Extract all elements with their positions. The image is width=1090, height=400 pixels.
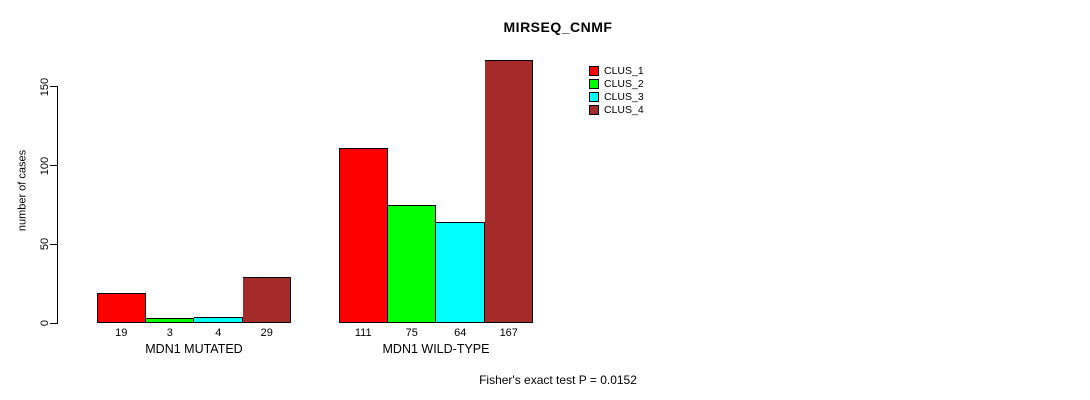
- group-label: MDN1 WILD-TYPE: [382, 342, 490, 356]
- y-tick-label: 150: [39, 77, 51, 97]
- legend: CLUS_1 CLUS_2 CLUS_3 CLUS_4: [589, 66, 644, 118]
- bar-value-label: 4: [215, 327, 222, 339]
- y-tick-label: 50: [39, 238, 51, 251]
- bar-clus_4: [242, 277, 291, 323]
- bar-value-label: 75: [405, 327, 418, 339]
- y-axis-title: number of cases: [16, 149, 29, 232]
- legend-row-clus_2: CLUS_2: [589, 79, 644, 89]
- bar-clus_2: [145, 318, 194, 323]
- y-axis-line: [57, 86, 58, 324]
- legend-row-clus_4: CLUS_4: [589, 105, 644, 115]
- y-tick-mark: [50, 322, 57, 324]
- bar-clus_2: [387, 204, 436, 323]
- bar-value-label: 111: [354, 327, 372, 339]
- fisher-test-annotation: Fisher's exact test P = 0.0152: [479, 373, 637, 387]
- y-tick-label: 0: [39, 319, 51, 327]
- bar-clus_4: [484, 60, 533, 323]
- bar-value-label: 167: [499, 327, 518, 339]
- group-label: MDN1 MUTATED: [145, 342, 243, 356]
- legend-swatch-clus_3: [589, 92, 599, 102]
- bar-clus_1: [339, 148, 388, 323]
- bar-value-label: 29: [260, 327, 273, 339]
- chart-title: MIRSEQ_CNMF: [503, 19, 613, 35]
- bar-clus_3: [436, 222, 485, 323]
- legend-swatch-clus_2: [589, 79, 599, 89]
- y-tick-mark: [50, 165, 57, 167]
- legend-label: CLUS_4: [604, 104, 644, 116]
- bar-value-label: 3: [166, 327, 173, 339]
- y-tick-mark: [50, 86, 57, 88]
- legend-swatch-clus_1: [589, 66, 599, 76]
- bar-clus_3: [194, 316, 243, 323]
- bar-value-label: 64: [454, 327, 467, 339]
- bar-clus_1: [97, 293, 146, 323]
- legend-label: CLUS_2: [604, 78, 644, 90]
- y-tick-label: 100: [39, 156, 51, 175]
- legend-label: CLUS_1: [604, 65, 644, 77]
- y-tick-mark: [50, 243, 57, 245]
- legend-label: CLUS_3: [604, 91, 644, 103]
- legend-row-clus_1: CLUS_1: [589, 66, 644, 76]
- bar-value-label: 19: [115, 327, 128, 339]
- legend-swatch-clus_4: [589, 105, 599, 115]
- legend-row-clus_3: CLUS_3: [589, 92, 644, 102]
